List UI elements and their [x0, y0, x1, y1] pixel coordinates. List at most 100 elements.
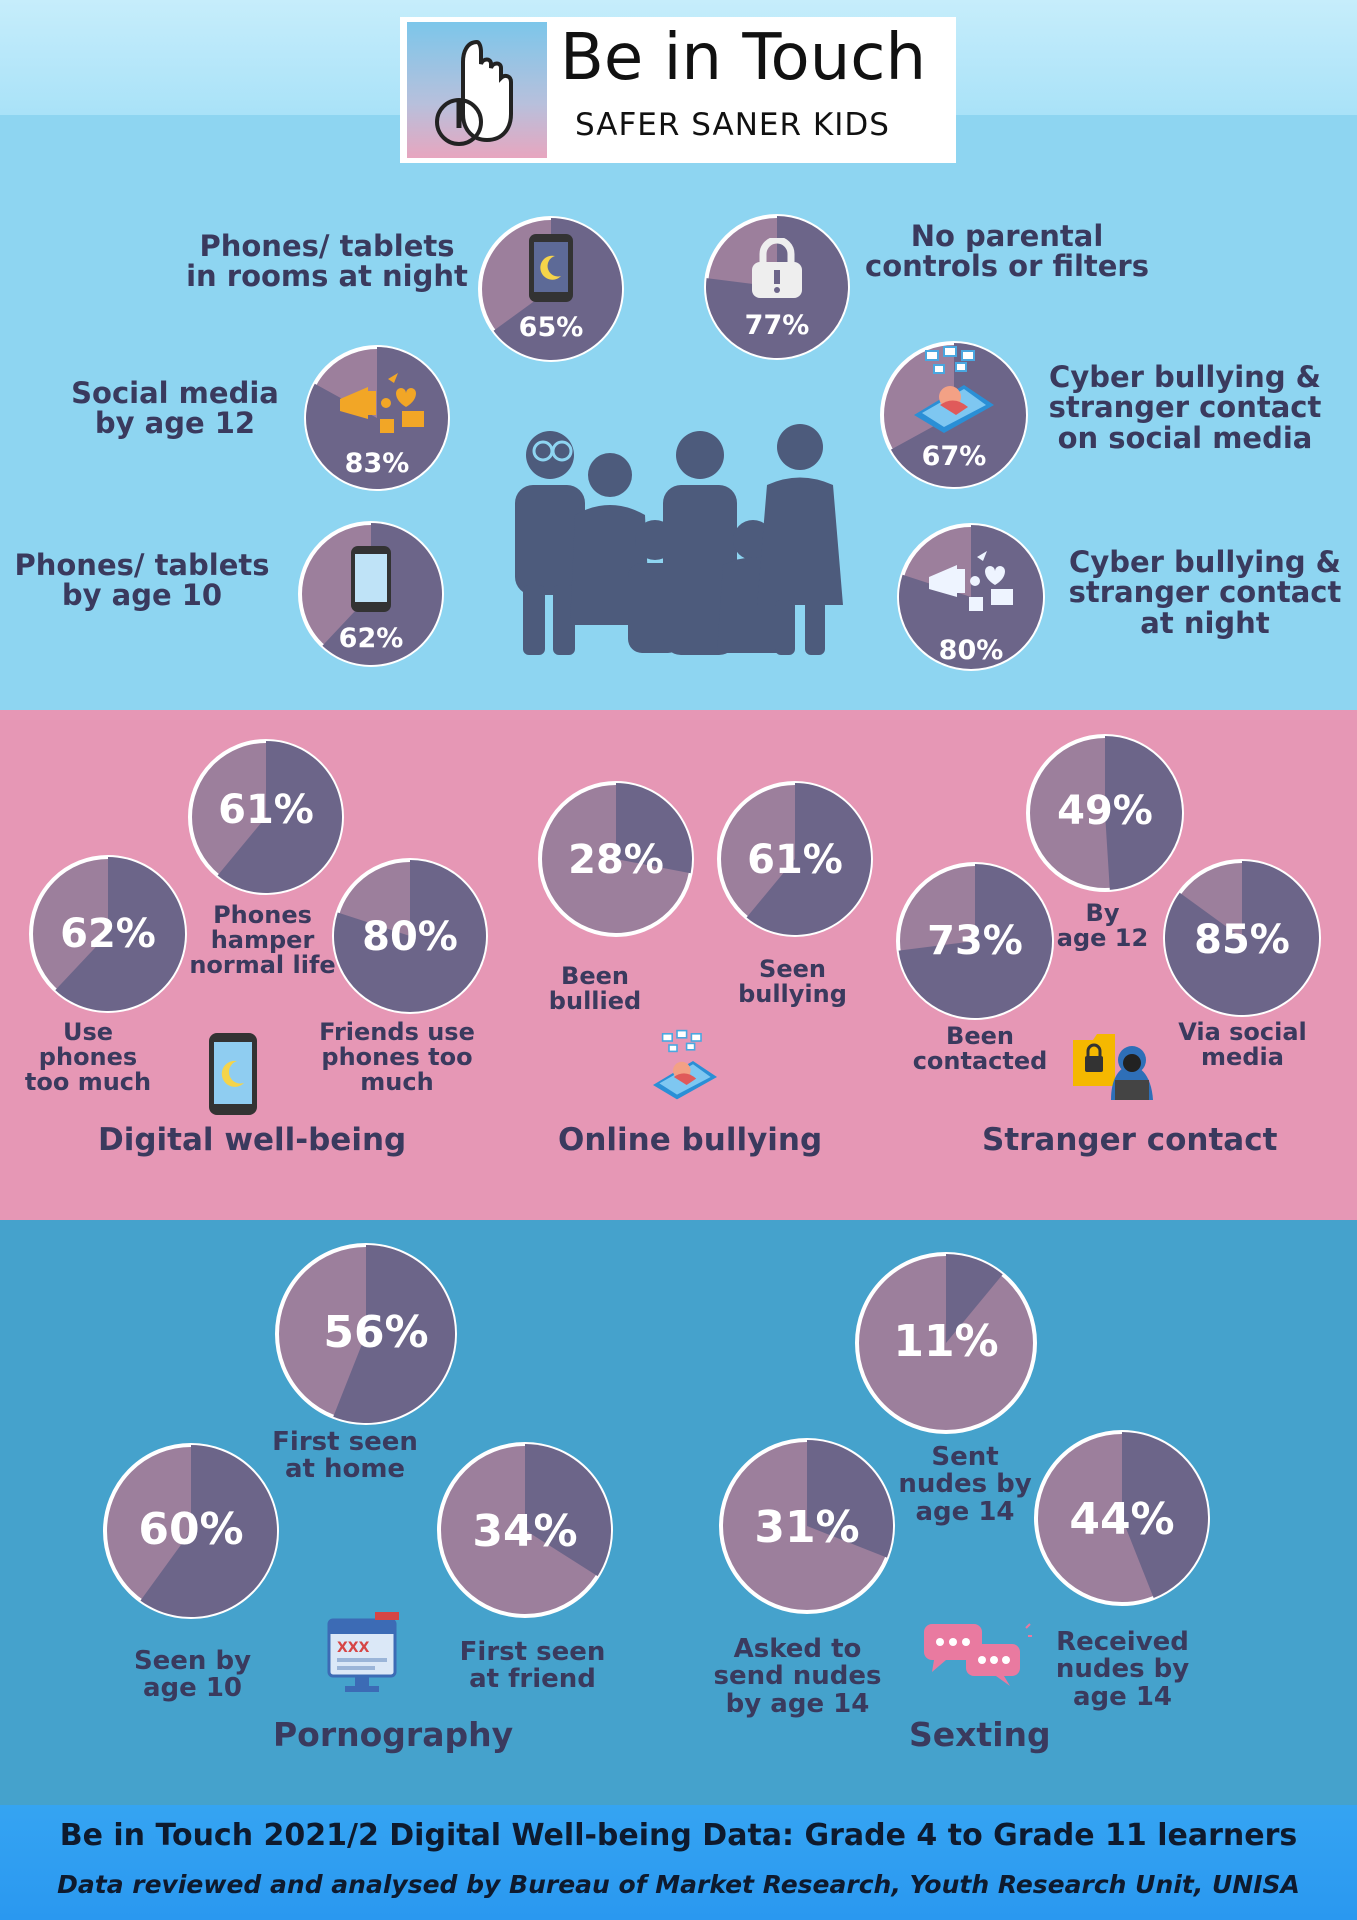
pie-value: 85% [1194, 917, 1290, 963]
section-title: Pornography [273, 1715, 514, 1754]
pie-label: Seen bullying [738, 955, 847, 1009]
pie-label: Phones/ tablets by age 10 [14, 548, 270, 613]
phone-moon-icon [207, 1031, 259, 1121]
pie-label: Been bullied [548, 962, 642, 1016]
pie-cyber-bullying-night: 80% [895, 521, 1047, 673]
pie-value: 73% [927, 918, 1023, 964]
pie-label: Asked to send nudes by age 14 [713, 1634, 882, 1719]
family-icon [505, 415, 850, 655]
pie-first-seen-friend: 34% [435, 1440, 615, 1620]
pie-value: 44% [1069, 1494, 1175, 1545]
pie-value-slice [616, 783, 692, 874]
adult-content-screen-icon: XXX [327, 1612, 403, 1700]
pie-been-bullied: 28% [536, 779, 696, 939]
section-title: Stranger contact [982, 1122, 1278, 1158]
pie-label: Phones/ tablets in rooms at night [186, 229, 468, 294]
pie-label: Been contacted [912, 1022, 1048, 1076]
footer-band [0, 1805, 1357, 1920]
pie-graphic [29, 855, 187, 1013]
pie-first-seen-home: 56% [273, 1241, 459, 1427]
pie-cyber-bullying-social: 67% [878, 339, 1030, 491]
pie-value: 34% [472, 1506, 578, 1557]
pie-value: 31% [754, 1502, 860, 1553]
svg-text:XXX: XXX [337, 1640, 370, 1656]
pie-value-slice [306, 347, 448, 489]
pie-graphic [538, 781, 694, 937]
pie-value: 62% [338, 623, 404, 654]
pie-graphic [855, 1252, 1037, 1434]
pie-value: 65% [518, 312, 584, 343]
pie-been-contacted: 73% [894, 860, 1056, 1022]
chat-bubbles-icon [920, 1618, 1032, 1692]
pie-graphic [304, 345, 450, 491]
pie-value-slice [334, 860, 486, 1012]
pie-no-parental-controls: 77% [702, 212, 852, 362]
hacker-icon [1071, 1030, 1157, 1106]
pie-use-phones-too-much: 62% [27, 853, 189, 1015]
pie-asked-send-nudes: 31% [717, 1436, 897, 1616]
pie-label: Received nudes by age 14 [1055, 1627, 1190, 1712]
pie-label: Friends use phones too much [319, 1018, 475, 1097]
pie-value: 67% [921, 441, 987, 472]
pie-value: 56% [323, 1307, 429, 1358]
pie-phones-hamper-life: 61% [186, 737, 346, 897]
pie-label: Use phones too much [24, 1018, 152, 1097]
pie-friends-use-phones: 80% [330, 856, 490, 1016]
section-title: Online bullying [558, 1122, 823, 1158]
pie-value: 60% [138, 1504, 244, 1555]
logo: Be in Touch SAFER SANER KIDS [400, 17, 956, 163]
pie-value: 80% [362, 914, 458, 960]
pie-value: 49% [1057, 788, 1153, 834]
pie-value: 77% [744, 310, 810, 341]
pie-received-nudes: 44% [1032, 1428, 1212, 1608]
pie-seen-by-age-10: 60% [101, 1441, 281, 1621]
pie-graphic [332, 858, 488, 1014]
pie-value: 61% [747, 837, 843, 883]
pie-label: First seen at friend [459, 1637, 606, 1695]
pie-value-slice [946, 1254, 1003, 1343]
section-title: Digital well-being [98, 1122, 407, 1158]
pie-by-age-12: 49% [1024, 732, 1186, 894]
pie-graphic [1163, 859, 1321, 1017]
pie-label: First seen at home [272, 1427, 418, 1485]
pie-value-slice [1105, 736, 1182, 890]
pie-graphic [275, 1243, 457, 1425]
section-title: Sexting [909, 1715, 1051, 1754]
pie-label: Cyber bullying & stranger contact at nig… [1068, 545, 1342, 640]
pie-value-slice [1165, 861, 1319, 1015]
footer-credit: Data reviewed and analysed by Bureau of … [57, 1870, 1300, 1899]
pie-value-slice [55, 857, 186, 1011]
pie-label: Seen by age 10 [133, 1646, 252, 1704]
pie-value: 80% [938, 635, 1004, 666]
pie-graphic [437, 1442, 613, 1618]
pie-label: Phones hamper normal life [189, 901, 336, 980]
pie-label: No parental controls or filters [865, 219, 1149, 284]
pie-phones-age-10: 62% [296, 519, 446, 669]
footer-title: Be in Touch 2021/2 Digital Well-being Da… [59, 1818, 1298, 1853]
pie-graphic [103, 1443, 279, 1619]
pie-value-slice [140, 1445, 277, 1617]
pie-value-slice [217, 741, 342, 893]
pie-value: 28% [568, 837, 664, 883]
pie-value: 83% [344, 448, 410, 479]
logo-subtitle: SAFER SANER KIDS [575, 107, 890, 143]
pie-value-slice [746, 783, 871, 935]
pie-phones-rooms-night: 65% [476, 214, 626, 364]
pie-graphic [1034, 1430, 1210, 1606]
cyber-bullying-icon [645, 1017, 725, 1117]
pie-social-media-age-12: 83% [302, 343, 452, 493]
pie-via-social-media: 85% [1161, 857, 1323, 1019]
pie-sent-nudes: 11% [853, 1250, 1039, 1436]
pie-graphic [717, 781, 873, 937]
pie-value-slice [1122, 1432, 1208, 1598]
pie-value-slice [898, 864, 1052, 1018]
pie-label: Social media by age 12 [71, 376, 279, 441]
pie-label: Sent nudes by age 14 [898, 1442, 1032, 1527]
pie-label: By age 12 [1056, 899, 1149, 953]
pie-label: Cyber bullying & stranger contact on soc… [1048, 360, 1322, 455]
pie-label: Via social media [1178, 1018, 1307, 1072]
pie-value: 11% [893, 1316, 999, 1367]
pie-value-slice [333, 1245, 455, 1423]
pie-value-slice [525, 1444, 611, 1577]
pie-graphic [896, 862, 1054, 1020]
